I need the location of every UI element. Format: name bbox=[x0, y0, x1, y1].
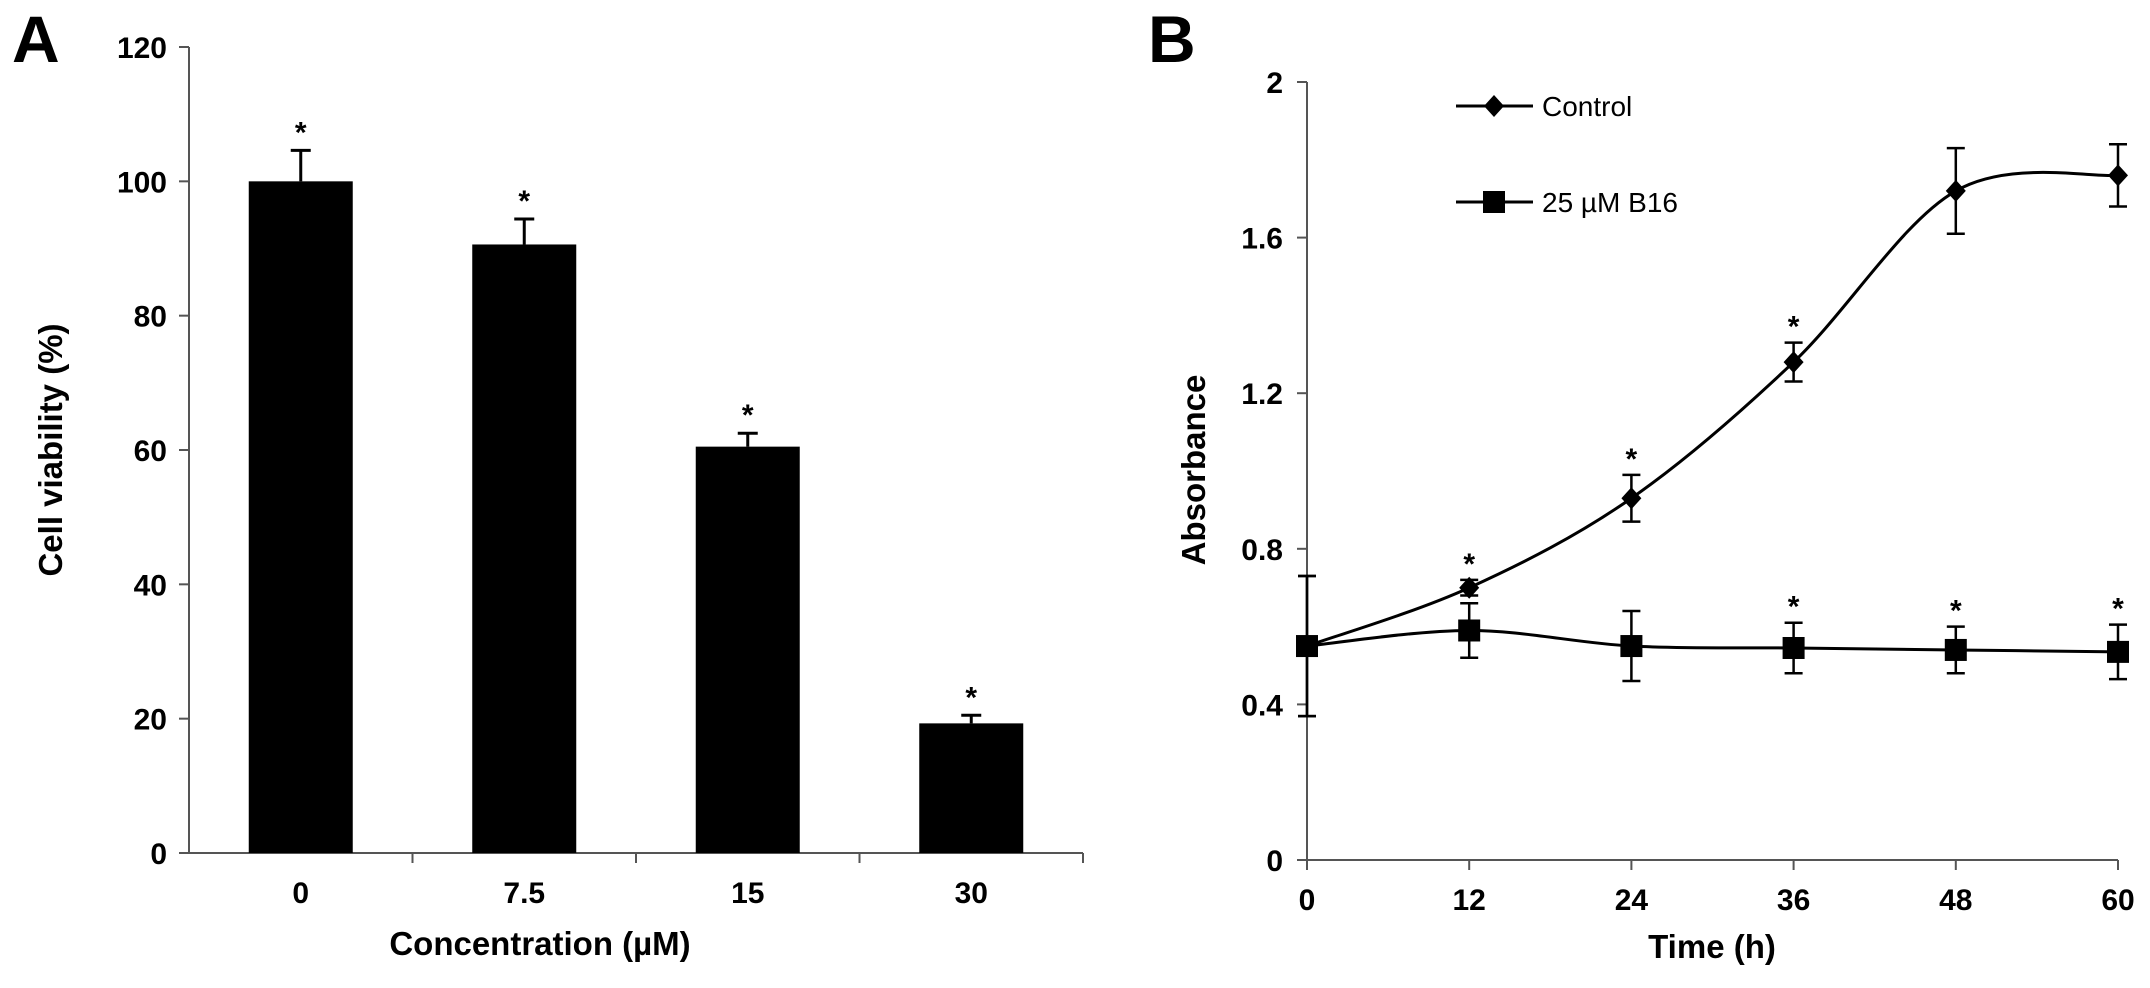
x-tick-label: 30 bbox=[955, 877, 988, 910]
data-point bbox=[2107, 640, 2129, 663]
data-point bbox=[1945, 179, 1966, 202]
panel-label-b: B bbox=[1148, 2, 1196, 76]
significance-asterisk: * bbox=[1788, 591, 1800, 624]
series-b16: * * * bbox=[1296, 574, 2129, 718]
data-point bbox=[1621, 487, 1642, 510]
significance-asterisk: * bbox=[1788, 311, 1800, 344]
data-point bbox=[1620, 635, 1643, 658]
y-tick-label: 60 bbox=[134, 435, 167, 468]
legend-label: 25 µM B16 bbox=[1542, 187, 1678, 218]
y-tick-label: 80 bbox=[134, 301, 167, 334]
x-tick-label: 36 bbox=[1777, 884, 1810, 917]
legend-item: 25 µM B16 bbox=[1456, 187, 1678, 218]
bar bbox=[919, 723, 1024, 853]
panel-label-a: A bbox=[12, 2, 60, 76]
x-tick-label: 15 bbox=[731, 877, 764, 910]
data-point bbox=[1783, 351, 1804, 374]
legend-marker-diamond-icon bbox=[1484, 95, 1504, 117]
significance-asterisk: * bbox=[295, 116, 307, 149]
y-tick-label: 100 bbox=[117, 166, 167, 199]
y-tick-label: 40 bbox=[134, 569, 167, 602]
data-point bbox=[1944, 638, 1967, 661]
data-point bbox=[1782, 636, 1805, 659]
y-tick-label: 0.8 bbox=[1241, 534, 1283, 567]
y-tick-label: 0.4 bbox=[1241, 689, 1283, 722]
bar bbox=[248, 181, 353, 854]
y-tick-label: 2 bbox=[1266, 67, 1283, 100]
y-axis-title: Absorbance bbox=[1175, 375, 1212, 566]
y-tick-label: 0 bbox=[150, 838, 167, 871]
y-tick-label: 120 bbox=[117, 32, 167, 65]
legend-item: Control bbox=[1456, 91, 1632, 122]
significance-asterisk: * bbox=[965, 681, 977, 714]
significance-asterisk: * bbox=[518, 185, 530, 218]
x-tick-label: 7.5 bbox=[503, 877, 545, 910]
significance-asterisk: * bbox=[1950, 595, 1962, 628]
x-tick-label: 24 bbox=[1615, 884, 1649, 917]
series-line bbox=[1306, 628, 2119, 654]
data-point bbox=[1459, 576, 1480, 599]
legend-marker-square-icon bbox=[1483, 191, 1505, 213]
x-tick-label: 48 bbox=[1939, 884, 1972, 917]
x-tick-label: 0 bbox=[1299, 884, 1316, 917]
panel-b-line-chart: B Absorbance Time (h) 0 0.4 0.8 1.2 1.6 2 0 12 2… bbox=[1148, 2, 2135, 965]
series-control: * * * bbox=[1297, 142, 2128, 718]
x-tick-label: 0 bbox=[292, 877, 309, 910]
data-point bbox=[1458, 619, 1481, 642]
y-tick-label: 0 bbox=[1266, 845, 1283, 878]
significance-asterisk: * bbox=[1463, 548, 1475, 581]
data-point bbox=[2108, 164, 2128, 187]
panel-a-bar-chart: A Cell viability (%) Concentration (µM) … bbox=[12, 2, 1084, 962]
data-point bbox=[1296, 635, 1318, 658]
significance-asterisk: * bbox=[2112, 593, 2124, 626]
series-line bbox=[1306, 170, 2119, 648]
significance-asterisk: * bbox=[742, 399, 754, 432]
y-tick-label: 1.2 bbox=[1241, 378, 1283, 411]
x-tick-label: 12 bbox=[1453, 884, 1486, 917]
y-axis-title: Cell viability (%) bbox=[32, 323, 69, 576]
y-tick-label: 20 bbox=[134, 704, 167, 737]
x-tick-label: 60 bbox=[2101, 884, 2134, 917]
x-axis-title: Time (h) bbox=[1648, 928, 1776, 965]
bar bbox=[472, 244, 577, 854]
x-axis-title: Concentration (µM) bbox=[389, 925, 690, 962]
legend-label: Control bbox=[1542, 91, 1632, 122]
bar bbox=[695, 446, 800, 853]
significance-asterisk: * bbox=[1626, 443, 1638, 476]
y-tick-label: 1.6 bbox=[1241, 223, 1283, 256]
